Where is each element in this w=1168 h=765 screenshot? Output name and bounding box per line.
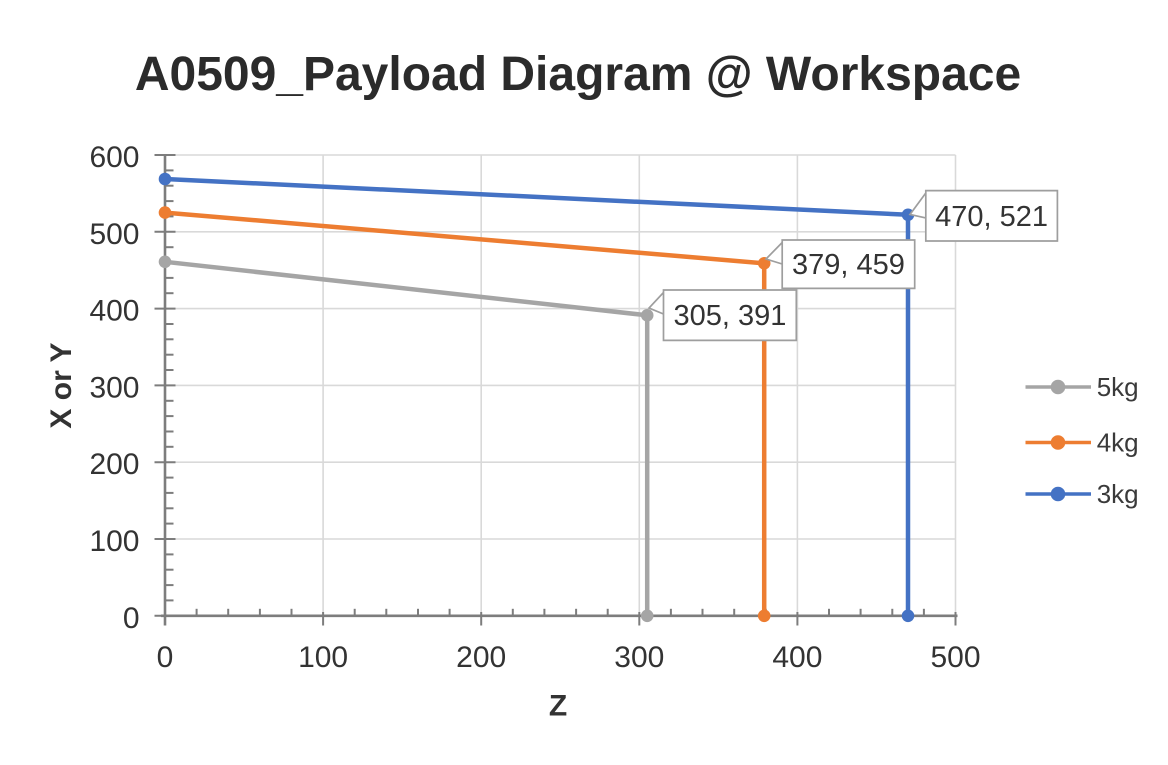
svg-text:500: 500 (89, 218, 139, 251)
svg-text:379, 459: 379, 459 (792, 249, 905, 281)
svg-text:305, 391: 305, 391 (673, 300, 786, 332)
svg-text:400: 400 (89, 295, 139, 328)
svg-text:100: 100 (89, 525, 139, 558)
svg-text:5kg: 5kg (1097, 372, 1139, 402)
svg-text:4kg: 4kg (1097, 428, 1139, 458)
svg-text:200: 200 (456, 641, 506, 674)
svg-text:100: 100 (298, 641, 348, 674)
svg-text:300: 300 (89, 371, 139, 404)
svg-text:470, 521: 470, 521 (935, 201, 1048, 233)
svg-text:500: 500 (930, 641, 980, 674)
svg-text:400: 400 (772, 641, 822, 674)
svg-text:600: 600 (89, 141, 139, 174)
svg-text:X or Y: X or Y (45, 342, 78, 428)
svg-text:300: 300 (614, 641, 664, 674)
svg-text:0: 0 (157, 641, 174, 674)
svg-text:3kg: 3kg (1097, 479, 1139, 509)
svg-text:Z: Z (549, 689, 567, 722)
svg-text:0: 0 (123, 602, 140, 635)
svg-text:200: 200 (89, 448, 139, 481)
svg-text:A0509_Payload Diagram @ Worksp: A0509_Payload Diagram @ Workspace (135, 48, 1021, 101)
